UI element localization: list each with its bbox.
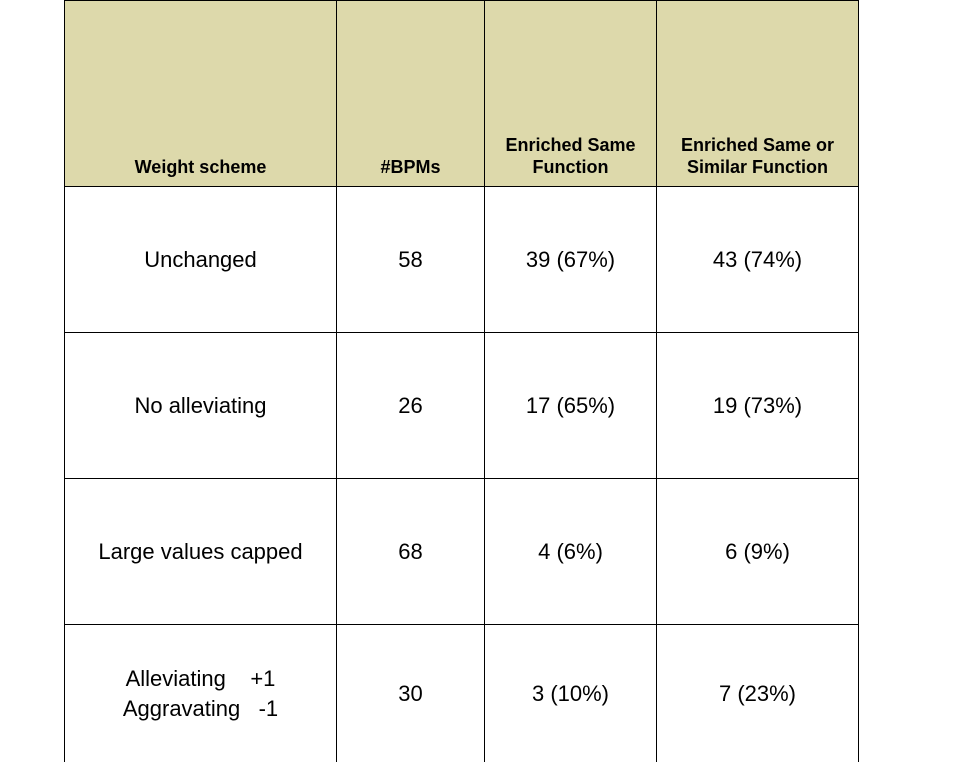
header-enriched-same-or-similar-function: Enriched Same or Similar Function: [657, 1, 859, 187]
table-row: Large values capped 68 4 (6%) 6 (9%): [65, 479, 859, 625]
cell-enriched-similar: 43 (74%): [657, 187, 859, 333]
cell-bpms: 30: [337, 625, 485, 762]
scheme-line-alleviating: Alleviating +1: [65, 664, 336, 694]
results-table-container: Weight scheme #BPMs Enriched Same Functi…: [64, 0, 858, 720]
header-weight-scheme: Weight scheme: [65, 1, 337, 187]
cell-enriched-same: 3 (10%): [485, 625, 657, 762]
cell-enriched-same: 17 (65%): [485, 333, 657, 479]
weight-scheme-results-table: Weight scheme #BPMs Enriched Same Functi…: [64, 0, 859, 762]
cell-enriched-same: 39 (67%): [485, 187, 657, 333]
cell-enriched-similar: 19 (73%): [657, 333, 859, 479]
header-bpms: #BPMs: [337, 1, 485, 187]
cell-bpms: 68: [337, 479, 485, 625]
table-row: Unchanged 58 39 (67%) 43 (74%): [65, 187, 859, 333]
header-enriched-same-function: Enriched Same Function: [485, 1, 657, 187]
table-row: Alleviating +1 Aggravating -1 30 3 (10%)…: [65, 625, 859, 762]
cell-weight-scheme: Large values capped: [65, 479, 337, 625]
cell-weight-scheme: Alleviating +1 Aggravating -1: [65, 625, 337, 762]
scheme-line-aggravating: Aggravating -1: [65, 694, 336, 724]
cell-enriched-same: 4 (6%): [485, 479, 657, 625]
cell-weight-scheme: No alleviating: [65, 333, 337, 479]
cell-enriched-similar: 7 (23%): [657, 625, 859, 762]
header-row: Weight scheme #BPMs Enriched Same Functi…: [65, 1, 859, 187]
cell-bpms: 58: [337, 187, 485, 333]
cell-bpms: 26: [337, 333, 485, 479]
table-row: No alleviating 26 17 (65%) 19 (73%): [65, 333, 859, 479]
cell-enriched-similar: 6 (9%): [657, 479, 859, 625]
cell-weight-scheme: Unchanged: [65, 187, 337, 333]
